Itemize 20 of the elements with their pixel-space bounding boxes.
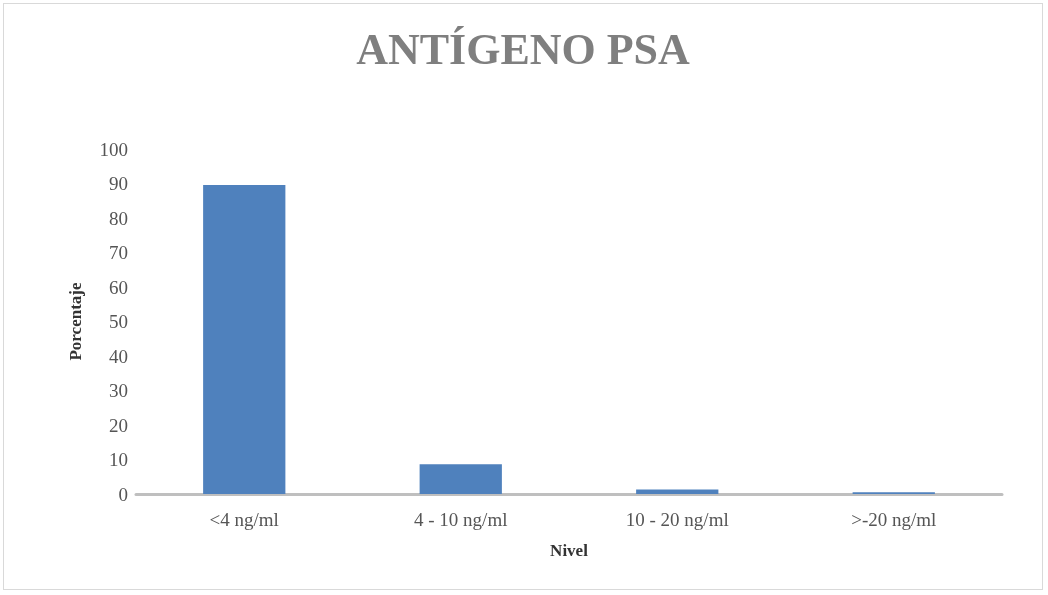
y-tick-label: 70 bbox=[109, 242, 128, 263]
y-tick-label: 10 bbox=[109, 449, 128, 470]
y-tick-label: 30 bbox=[109, 380, 128, 401]
y-tick-label: 80 bbox=[109, 207, 128, 229]
x-tick-label: >-20 ng/ml bbox=[851, 509, 937, 530]
x-tick-label: 10 - 20 ng/ml bbox=[625, 509, 729, 530]
y-tick-label: 50 bbox=[109, 311, 128, 332]
x-tick-label: 4 - 10 ng/ml bbox=[414, 509, 508, 530]
y-tick-label: 20 bbox=[109, 414, 128, 436]
y-tick-label: 60 bbox=[109, 276, 128, 298]
y-tick-label: 0 bbox=[118, 483, 128, 505]
bar bbox=[419, 464, 502, 494]
chart-title: ANTÍGENO PSA bbox=[356, 24, 691, 74]
bar bbox=[203, 184, 286, 494]
y-tick-label: 100 bbox=[99, 138, 128, 160]
y-tick-label: 40 bbox=[109, 345, 128, 367]
y-tick-label: 90 bbox=[109, 173, 128, 194]
x-axis-title: Nivel bbox=[550, 541, 589, 560]
x-tick-label: <4 ng/ml bbox=[209, 509, 279, 530]
y-axis-title: Porcentaje bbox=[66, 282, 85, 361]
